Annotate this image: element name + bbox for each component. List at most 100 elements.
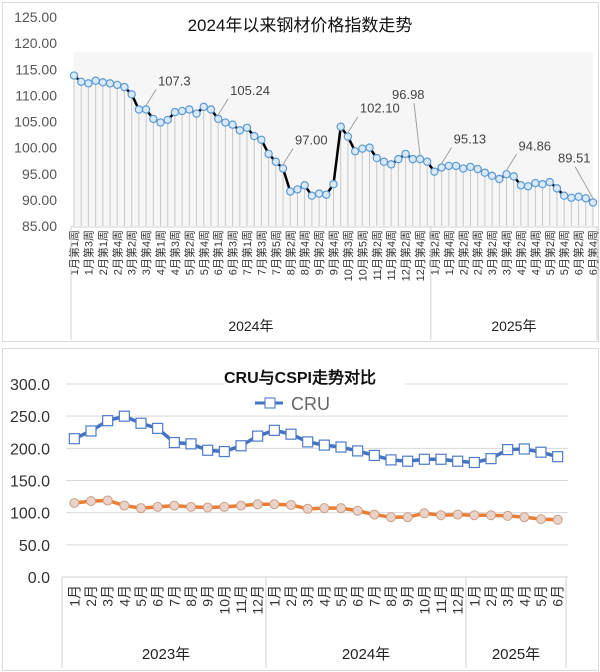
x-tick-label: 10月第5周 — [355, 230, 369, 281]
data-point — [206, 105, 216, 114]
x-tick-label: 1月 — [466, 585, 482, 607]
data-point — [250, 131, 259, 141]
data-point-cspi — [536, 514, 546, 525]
data-point-cspi — [236, 500, 246, 511]
x-tick-label: 11月 — [233, 585, 249, 614]
data-point — [286, 187, 295, 196]
data-point — [408, 154, 417, 164]
x-tick-label: 6月 — [550, 585, 566, 607]
data-point-cspi — [336, 503, 346, 514]
x-tick-label: 7月 — [366, 585, 382, 607]
x-tick-label: 7月第3周 — [254, 230, 268, 275]
annotation-leader — [217, 98, 229, 116]
x-tick-label: 1月第2周 — [427, 230, 441, 275]
data-point — [156, 118, 165, 127]
x-tick-label: 6月第2周 — [572, 230, 586, 275]
y-tick-label: 115.00 — [15, 61, 57, 77]
data-point-cspi — [169, 500, 180, 511]
data-point — [466, 162, 475, 172]
x-tick-label: 12月 — [250, 585, 266, 615]
x-tick-label: 4月 — [316, 585, 332, 607]
data-point-cspi — [152, 501, 163, 512]
data-point — [192, 109, 201, 118]
x-tick-label: 9月第4周 — [327, 230, 341, 275]
data-point-cru — [185, 438, 197, 450]
x-tick-label: 3月第2周 — [485, 230, 499, 275]
data-point-cru — [535, 446, 547, 458]
data-point — [343, 132, 353, 141]
data-point — [235, 126, 244, 135]
x-tick-label: 4月第4周 — [528, 230, 542, 275]
data-point — [242, 123, 252, 132]
y-tick-label: 250.0 — [10, 409, 50, 426]
data-point-cspi — [286, 499, 296, 510]
x-tick-label: 12月 — [450, 585, 466, 615]
data-point — [545, 177, 554, 187]
x-tick-label: 5月 — [333, 585, 349, 607]
year-label: 2024年 — [342, 646, 390, 663]
data-point — [336, 122, 345, 131]
data-point — [451, 161, 461, 171]
data-point — [401, 149, 410, 159]
data-point-cru — [318, 439, 330, 451]
data-point — [127, 90, 136, 99]
data-point-cspi — [419, 508, 430, 519]
x-tick-label: 8月第2周 — [283, 230, 297, 275]
title-background — [225, 368, 405, 386]
data-point-cru — [418, 453, 430, 465]
x-tick-label: 12月第2周 — [399, 230, 413, 281]
x-tick-label: 5月第4周 — [197, 230, 211, 275]
x-tick-label: 1月第1周 — [67, 230, 81, 275]
data-point-cspi — [369, 509, 380, 520]
x-tick-label: 4月 — [516, 585, 532, 607]
data-point-cspi — [452, 509, 463, 520]
data-point-cru — [268, 424, 280, 436]
annotation-leader — [574, 166, 594, 199]
y-tick-label: 300.0 — [10, 377, 50, 394]
year-label: 2024年 — [228, 318, 273, 334]
data-point — [163, 115, 172, 125]
y-tick-label: 110.00 — [15, 87, 57, 103]
x-tick-label: 8月 — [383, 585, 399, 607]
data-point — [581, 194, 590, 203]
data-point-cspi — [386, 512, 396, 523]
data-point-cru — [118, 410, 130, 422]
data-point-cru — [468, 456, 480, 469]
y-tick-label: 50.0 — [19, 538, 50, 555]
legend-cru-label: CRU — [291, 394, 330, 414]
data-point-cspi — [252, 499, 263, 510]
x-tick-label: 1月 — [66, 585, 82, 607]
legend-cru-marker — [264, 397, 276, 409]
annotation-leader — [145, 89, 157, 106]
x-tick-label: 5月第4周 — [557, 230, 571, 275]
data-point — [444, 161, 454, 171]
x-tick-label: 2月 — [483, 585, 499, 607]
data-label: 89.51 — [558, 150, 591, 165]
x-tick-label: 2月第2周 — [456, 230, 470, 275]
data-point — [91, 76, 100, 85]
series-line-cru — [73, 414, 559, 465]
series-line-cspi — [74, 498, 558, 522]
x-tick-label: 5月第2周 — [182, 230, 196, 275]
x-tick-label: 10月 — [416, 585, 432, 615]
x-tick-label: 3月第4周 — [500, 230, 514, 275]
data-point — [574, 192, 583, 201]
data-point — [314, 189, 324, 198]
data-point — [221, 118, 230, 127]
data-label: 107.3 — [158, 73, 191, 88]
data-point — [459, 164, 468, 173]
x-tick-label: 12月第4周 — [413, 230, 427, 281]
data-point-cru — [368, 449, 380, 462]
annotation-leader — [413, 103, 421, 156]
data-point — [257, 135, 266, 144]
data-point — [502, 170, 511, 179]
data-point — [531, 178, 540, 188]
x-tick-label: 3月 — [100, 585, 116, 607]
data-point — [538, 179, 547, 189]
x-tick-label: 9月第2周 — [312, 230, 326, 275]
x-tick-label: 9月 — [400, 585, 416, 607]
data-point — [423, 157, 432, 166]
data-point-cspi — [136, 503, 146, 514]
data-point-cspi — [119, 500, 130, 511]
x-tick-label: 5月第2周 — [543, 230, 557, 275]
